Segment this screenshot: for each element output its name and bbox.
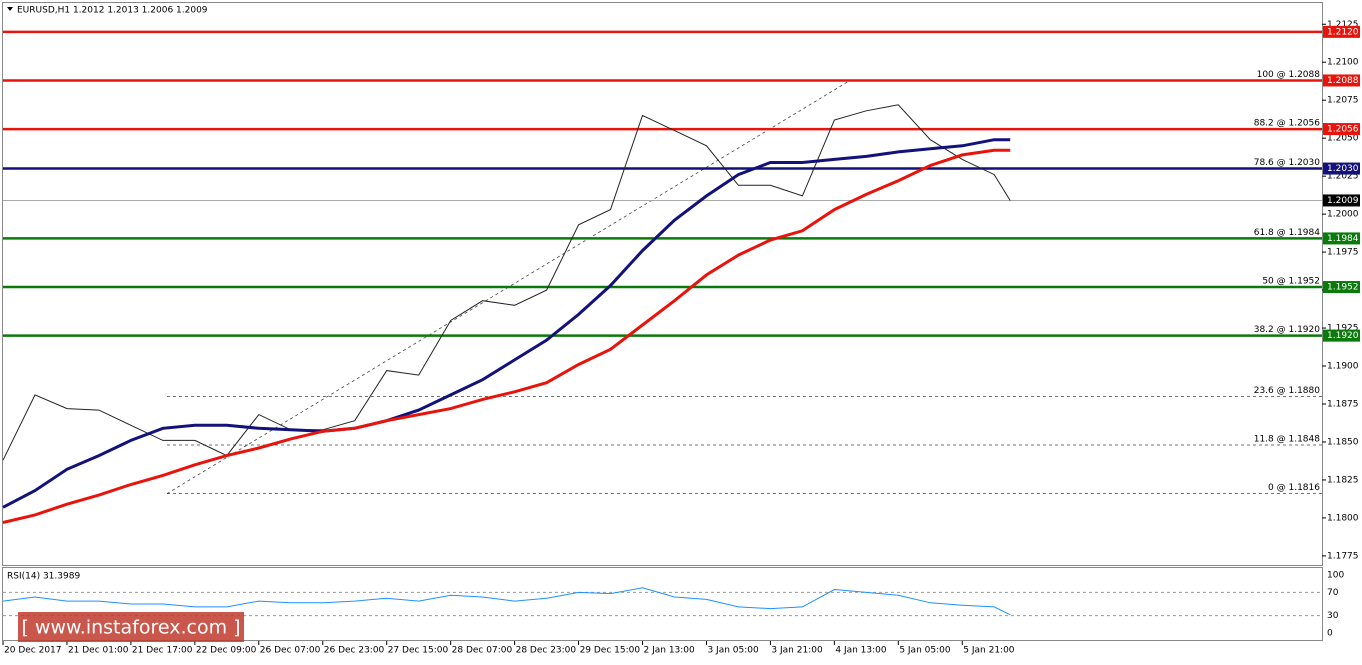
level-label: 1.2056: [1327, 125, 1359, 135]
y-tick-label: 1.2100: [1327, 58, 1359, 68]
fib-label: 100 @ 1.2088: [1257, 70, 1321, 80]
x-tick-label: 2 Jan 13:00: [644, 646, 696, 656]
level-box: [1323, 74, 1360, 87]
x-tick-label: 20 Dec 2017: [4, 646, 62, 656]
x-tick-label: 4 Jan 13:00: [835, 646, 887, 656]
level-label: 1.2120: [1327, 27, 1359, 37]
series-line: [2, 148, 1011, 524]
y-tick-label: 1.2125: [1327, 20, 1359, 30]
y-tick-label: 1.1900: [1327, 362, 1359, 372]
fib-label: 50 @ 1.1952: [1262, 277, 1320, 287]
level-label: 1.2088: [1327, 76, 1359, 86]
y-tick-label: 1.1775: [1327, 551, 1359, 561]
level-label: 1.1984: [1327, 234, 1359, 244]
x-tick-label: 22 Dec 09:00: [196, 646, 257, 656]
rsi-tick-label: 0: [1327, 629, 1333, 639]
fib-label: 0 @ 1.1816: [1268, 483, 1320, 493]
watermark: [ www.instaforex.com ]: [21, 617, 240, 639]
level-label: 1.2030: [1327, 164, 1359, 174]
rsi-title: RSI(14) 31.3989: [7, 572, 80, 582]
level-label: 1.1920: [1327, 331, 1359, 341]
y-tick-label: 1.1800: [1327, 513, 1359, 523]
fib-label: 38.2 @ 1.1920: [1254, 325, 1321, 335]
x-tick-label: 3 Jan 05:00: [707, 646, 759, 656]
y-tick-label: 1.1875: [1327, 399, 1359, 409]
y-tick-label: 1.2050: [1327, 134, 1359, 144]
level-box: [1323, 123, 1360, 136]
current-price-label: 1.2009: [1327, 196, 1359, 206]
y-tick-label: 1.1825: [1327, 475, 1359, 485]
level-box: [1323, 329, 1360, 342]
y-tick-label: 1.2075: [1327, 96, 1359, 106]
fib-label: 78.6 @ 1.2030: [1254, 158, 1321, 168]
x-tick-label: 3 Jan 21:00: [771, 646, 823, 656]
y-tick-label: 1.1850: [1327, 437, 1359, 447]
chart-title: EURUSD,H1 1.2012 1.2013 1.2006 1.2009: [17, 6, 208, 16]
fib-label: 61.8 @ 1.1984: [1254, 228, 1321, 238]
x-tick-label: 27 Dec 15:00: [388, 646, 449, 656]
series-line: [2, 587, 1011, 616]
series-line: [2, 104, 1011, 461]
level-box: [1323, 162, 1360, 175]
x-tick-label: 26 Dec 07:00: [260, 646, 321, 656]
x-tick-label: 26 Dec 23:00: [324, 646, 385, 656]
rsi-tick-label: 70: [1327, 588, 1339, 598]
y-tick-label: 1.2000: [1327, 210, 1359, 220]
fib-label: 11.8 @ 1.1848: [1254, 435, 1321, 445]
x-tick-label: 21 Dec 17:00: [132, 646, 193, 656]
level-box: [1323, 25, 1360, 38]
x-tick-label: 21 Dec 01:00: [68, 646, 129, 656]
x-tick-label: 5 Jan 05:00: [899, 646, 951, 656]
rsi-panel: [2, 567, 1323, 641]
x-tick-label: 28 Dec 23:00: [516, 646, 577, 656]
level-box: [1323, 281, 1360, 294]
y-tick-label: 1.1925: [1327, 324, 1359, 334]
y-tick-label: 1.1975: [1327, 248, 1359, 258]
x-tick-label: 5 Jan 21:00: [963, 646, 1015, 656]
x-tick-label: 29 Dec 15:00: [580, 646, 641, 656]
level-box: [1323, 232, 1360, 245]
menu-arrow: [7, 7, 13, 11]
main-panel: [2, 2, 1323, 566]
x-tick-label: 28 Dec 07:00: [452, 646, 513, 656]
y-tick-label: 1.2025: [1327, 172, 1359, 182]
current-price-box: [1323, 194, 1360, 207]
fib-label: 88.2 @ 1.2056: [1254, 119, 1321, 129]
rsi-tick-label: 30: [1327, 611, 1339, 621]
series-line: [2, 138, 1011, 509]
level-label: 1.1952: [1327, 283, 1359, 293]
fib-label: 23.6 @ 1.1880: [1254, 386, 1321, 396]
rsi-tick-label: 100: [1327, 571, 1344, 581]
watermark-box: [18, 612, 244, 642]
